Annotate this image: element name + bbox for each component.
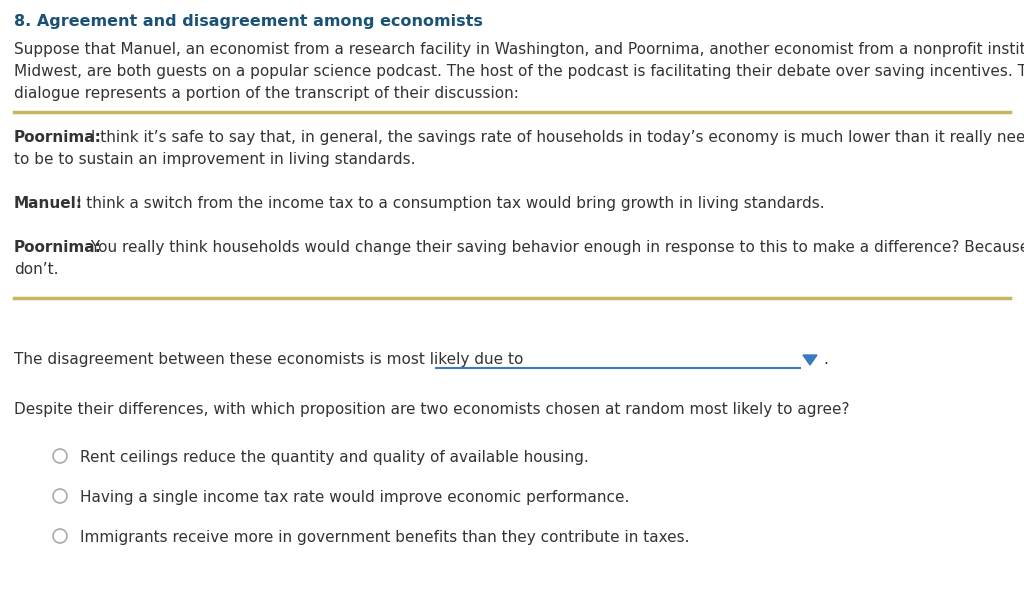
Text: dialogue represents a portion of the transcript of their discussion:: dialogue represents a portion of the tra… (14, 86, 519, 101)
Text: Midwest, are both guests on a popular science podcast. The host of the podcast i: Midwest, are both guests on a popular sc… (14, 64, 1024, 79)
Text: .: . (823, 352, 827, 367)
Text: The disagreement between these economists is most likely due to: The disagreement between these economist… (14, 352, 528, 367)
Text: Suppose that Manuel, an economist from a research facility in Washington, and Po: Suppose that Manuel, an economist from a… (14, 42, 1024, 57)
Text: Poornima:: Poornima: (14, 130, 101, 145)
Text: Manuel:: Manuel: (14, 196, 83, 211)
Text: Immigrants receive more in government benefits than they contribute in taxes.: Immigrants receive more in government be… (80, 530, 689, 545)
Text: Poornima:: Poornima: (14, 240, 101, 255)
Text: I think a switch from the income tax to a consumption tax would bring growth in : I think a switch from the income tax to … (72, 196, 824, 211)
Text: You really think households would change their saving behavior enough in respons: You really think households would change… (86, 240, 1024, 255)
Text: Despite their differences, with which proposition are two economists chosen at r: Despite their differences, with which pr… (14, 402, 850, 417)
Text: Having a single income tax rate would improve economic performance.: Having a single income tax rate would im… (80, 490, 630, 505)
Text: I think it’s safe to say that, in general, the savings rate of households in tod: I think it’s safe to say that, in genera… (86, 130, 1024, 145)
Text: don’t.: don’t. (14, 262, 58, 277)
Polygon shape (803, 355, 817, 365)
Text: 8. Agreement and disagreement among economists: 8. Agreement and disagreement among econ… (14, 14, 483, 29)
Text: Rent ceilings reduce the quantity and quality of available housing.: Rent ceilings reduce the quantity and qu… (80, 450, 589, 465)
Text: to be to sustain an improvement in living standards.: to be to sustain an improvement in livin… (14, 152, 416, 167)
